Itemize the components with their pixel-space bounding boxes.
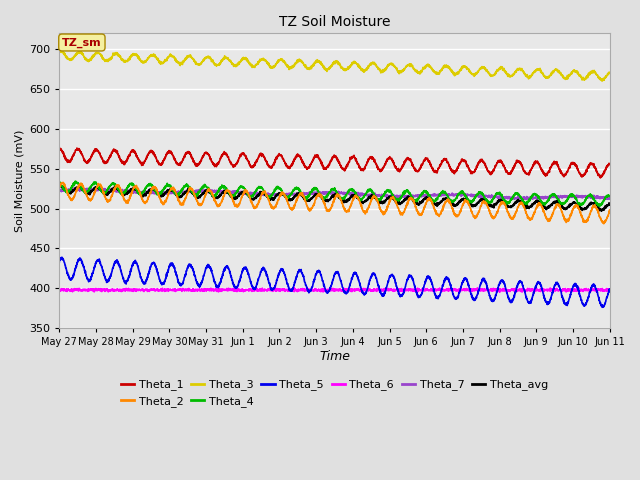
Theta_1 (595, 172, 603, 178)
Theta_4 (596, 203, 604, 209)
Theta_2 (60, 180, 67, 185)
Theta_3 (606, 70, 614, 75)
Theta_6 (536, 288, 544, 294)
Theta_6 (56, 288, 63, 293)
Theta_1 (266, 164, 274, 170)
Theta_4 (56, 180, 63, 186)
Theta_6 (266, 287, 274, 292)
Theta_5 (267, 285, 275, 291)
Theta_avg (291, 193, 298, 199)
Theta_5 (151, 263, 159, 268)
Theta_4 (595, 202, 603, 207)
Line: Theta_1: Theta_1 (60, 148, 610, 178)
Theta_6 (151, 287, 159, 292)
Line: Theta_7: Theta_7 (60, 188, 610, 200)
Theta_avg (595, 206, 603, 212)
Theta_3 (118, 56, 126, 62)
Theta_3 (598, 78, 605, 84)
Theta_5 (118, 272, 126, 278)
Theta_avg (118, 191, 126, 196)
Theta_6 (606, 286, 614, 292)
Theta_2 (606, 207, 614, 213)
Theta_3 (151, 53, 159, 59)
Theta_avg (536, 200, 543, 205)
Theta_1 (56, 145, 63, 151)
Theta_3 (57, 48, 65, 53)
Theta_7 (267, 192, 275, 198)
Theta_3 (56, 49, 63, 55)
Theta_3 (595, 74, 603, 80)
Theta_4 (151, 188, 159, 193)
Theta_5 (595, 295, 603, 300)
Theta_4 (536, 196, 543, 202)
Theta_7 (118, 189, 126, 195)
Theta_7 (600, 197, 608, 203)
Theta_2 (600, 221, 607, 227)
Theta_1 (291, 156, 298, 162)
Line: Theta_4: Theta_4 (60, 181, 610, 206)
Theta_7 (56, 188, 63, 193)
Theta_5 (598, 304, 606, 310)
Theta_7 (291, 191, 298, 196)
Theta_5 (56, 259, 63, 265)
Theta_5 (291, 281, 298, 287)
X-axis label: Time: Time (319, 350, 350, 363)
Theta_avg (56, 181, 64, 187)
Theta_avg (151, 188, 159, 194)
Title: TZ Soil Moisture: TZ Soil Moisture (279, 15, 390, 29)
Theta_avg (267, 196, 275, 202)
Theta_7 (97, 185, 104, 191)
Theta_2 (56, 183, 63, 189)
Theta_2 (267, 203, 275, 208)
Theta_4 (267, 194, 275, 200)
Text: TZ_sm: TZ_sm (62, 37, 102, 48)
Theta_3 (267, 63, 275, 69)
Theta_7 (606, 195, 614, 201)
Theta_2 (118, 191, 126, 197)
Theta_4 (118, 191, 126, 196)
Theta_4 (606, 193, 614, 199)
Theta_1 (151, 153, 159, 159)
Theta_4 (72, 178, 79, 184)
Theta_3 (536, 67, 543, 73)
Y-axis label: Soil Moisture (mV): Soil Moisture (mV) (15, 130, 25, 232)
Theta_7 (151, 191, 159, 196)
Theta_5 (58, 254, 66, 260)
Line: Theta_avg: Theta_avg (60, 184, 610, 211)
Theta_avg (606, 202, 614, 208)
Theta_avg (597, 208, 605, 214)
Theta_6 (118, 287, 126, 292)
Theta_7 (595, 194, 603, 200)
Line: Theta_6: Theta_6 (60, 288, 610, 292)
Line: Theta_3: Theta_3 (60, 50, 610, 81)
Theta_2 (151, 184, 159, 190)
Theta_5 (606, 286, 614, 292)
Theta_5 (536, 281, 543, 287)
Line: Theta_5: Theta_5 (60, 257, 610, 307)
Theta_6 (290, 285, 298, 290)
Theta_3 (291, 63, 298, 69)
Theta_2 (595, 212, 603, 217)
Theta_6 (496, 289, 504, 295)
Theta_4 (291, 186, 298, 192)
Theta_avg (56, 183, 63, 189)
Legend: Theta_1, Theta_2, Theta_3, Theta_4, Theta_5, Theta_6, Theta_7, Theta_avg: Theta_1, Theta_2, Theta_3, Theta_4, Thet… (116, 375, 552, 411)
Theta_2 (536, 202, 543, 207)
Theta_6 (595, 287, 603, 292)
Theta_1 (596, 175, 604, 181)
Theta_2 (291, 202, 298, 208)
Theta_1 (536, 162, 543, 168)
Theta_1 (606, 161, 614, 167)
Line: Theta_2: Theta_2 (60, 182, 610, 224)
Theta_6 (291, 288, 298, 293)
Theta_1 (118, 160, 126, 166)
Theta_7 (536, 196, 543, 202)
